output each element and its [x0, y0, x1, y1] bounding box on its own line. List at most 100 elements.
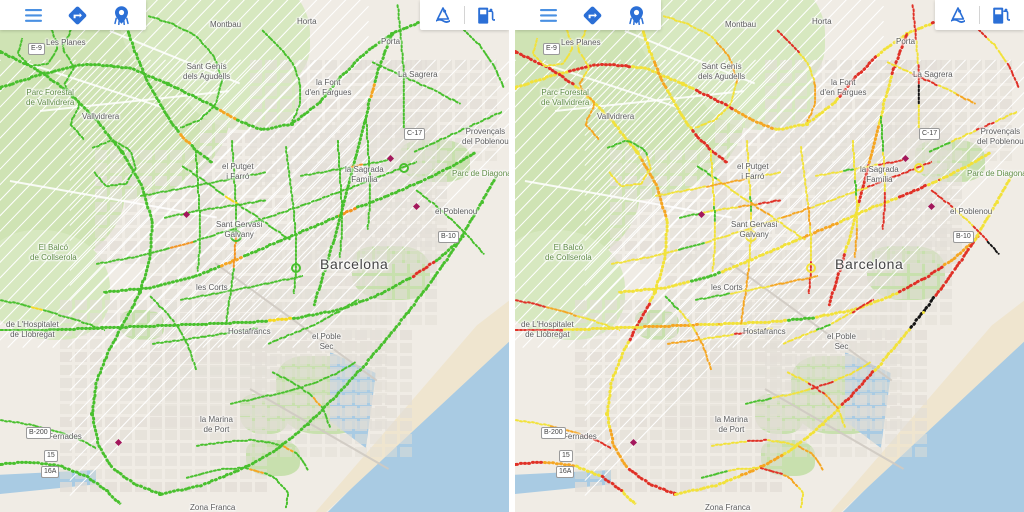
- city-block: [165, 406, 177, 416]
- city-block: [300, 302, 312, 312]
- junction-node: [635, 150, 639, 154]
- city-block: [360, 263, 372, 273]
- city-block: [295, 73, 307, 83]
- location-pin-icon[interactable]: [110, 4, 132, 26]
- traffic-segment-c17-north: [399, 32, 403, 37]
- city-block: [120, 352, 132, 362]
- traffic-layer-right[interactable]: [515, 0, 1024, 512]
- city-block: [230, 159, 242, 169]
- city-block: [135, 456, 147, 466]
- city-block: [355, 151, 367, 161]
- traffic-segment-north-ring: [501, 83, 505, 89]
- city-block: [375, 276, 387, 286]
- toolbar-left-secondary[interactable]: [420, 0, 509, 30]
- city-block: [310, 112, 322, 122]
- city-block: [90, 339, 102, 349]
- traffic-incident-icon[interactable]: [432, 4, 454, 26]
- city-block: [215, 172, 227, 182]
- city-block: [180, 378, 192, 388]
- traffic-segment-c17-north: [400, 43, 404, 49]
- city-block: [180, 417, 192, 427]
- city-block: [210, 352, 222, 362]
- traffic-segment-collserola-loop-a: [45, 61, 50, 66]
- city-block: [75, 352, 87, 362]
- traffic-segment-collserola-loop-b: [113, 183, 119, 187]
- city-block: [120, 391, 132, 401]
- traffic-segment-inner-vert-a: [197, 269, 199, 273]
- city-block: [340, 151, 352, 161]
- map-panel-free-flow[interactable]: Les Planes Montbau Horta Porta Sant Genís de…: [0, 0, 509, 512]
- city-block: [150, 300, 162, 310]
- city-block: [165, 300, 177, 310]
- incident-marker[interactable]: [412, 202, 420, 210]
- map-canvas-left[interactable]: Les Planes Montbau Horta Porta Sant Genís de…: [0, 0, 509, 512]
- toolbar-left-primary[interactable]: [0, 0, 146, 30]
- city-block: [345, 263, 357, 273]
- city-block: [425, 263, 437, 273]
- city-block: [165, 365, 177, 375]
- fuel-pump-icon[interactable]: [475, 4, 497, 26]
- city-block: [90, 300, 102, 310]
- city-block: [415, 151, 427, 161]
- traffic-segment-c17-north: [397, 12, 401, 17]
- city-block: [200, 224, 212, 234]
- city-block: [120, 300, 132, 310]
- city-block: [150, 378, 162, 388]
- city-block: [300, 276, 312, 286]
- city-block: [75, 339, 87, 349]
- city-block: [120, 443, 132, 453]
- city-block: [195, 300, 207, 310]
- traffic-segment-c17-north: [402, 107, 406, 112]
- city-block: [310, 73, 322, 83]
- city-block: [290, 146, 302, 156]
- city-block: [255, 378, 267, 388]
- city-block: [195, 443, 207, 453]
- city-block: [260, 237, 272, 247]
- directions-icon[interactable]: [66, 4, 88, 26]
- city-block: [60, 339, 72, 349]
- city-block: [400, 151, 412, 161]
- city-block: [195, 406, 207, 416]
- city-block: [325, 125, 337, 135]
- traffic-segment-sant-gervasi-cross: [262, 199, 267, 202]
- city-block: [325, 60, 337, 70]
- city-block: [210, 404, 222, 414]
- city-block: [60, 326, 72, 336]
- city-block: [60, 365, 72, 375]
- city-block: [180, 404, 192, 414]
- city-block: [75, 378, 87, 388]
- traffic-segment-avinguda-meridiana: [312, 302, 317, 307]
- city-block: [240, 300, 252, 310]
- map-canvas-right[interactable]: Les Planes Montbau Horta Porta Sant Genís de…: [515, 0, 1024, 512]
- junction-node: [515, 86, 517, 90]
- traffic-segment-c17-north: [401, 63, 405, 69]
- city-block: [225, 391, 237, 401]
- city-block: [285, 380, 297, 390]
- city-block: [210, 276, 222, 286]
- junction-node: [653, 290, 657, 294]
- city-block: [240, 365, 252, 375]
- city-block: [265, 60, 277, 70]
- city-block: [360, 315, 372, 325]
- traffic-layer-left[interactable]: [0, 0, 509, 512]
- traffic-segment-sagrera-link: [458, 102, 461, 105]
- traffic-segment-c17-north: [400, 51, 404, 57]
- city-block: [165, 443, 177, 453]
- map-panel-congested[interactable]: Les Planes Montbau Horta Porta Sant Genís de…: [515, 0, 1024, 512]
- traffic-segment-c17-north: [402, 99, 406, 104]
- city-block: [105, 365, 117, 375]
- city-block: [335, 146, 347, 156]
- city-block: [210, 341, 222, 351]
- city-block: [150, 276, 162, 286]
- city-block: [380, 146, 392, 156]
- city-block: [120, 456, 132, 466]
- city-block: [150, 365, 162, 375]
- incident-marker[interactable]: [114, 438, 122, 446]
- traffic-segment-c17-north: [402, 119, 406, 124]
- menu-icon[interactable]: [22, 4, 44, 26]
- city-block: [215, 211, 227, 221]
- city-block: [165, 430, 177, 440]
- city-block: [325, 73, 337, 83]
- road-shield-15: 15: [44, 450, 58, 462]
